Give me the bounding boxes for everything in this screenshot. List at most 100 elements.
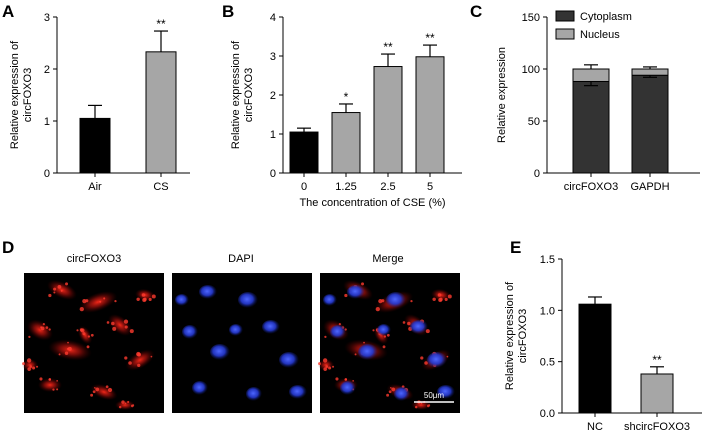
- nucleus-stain: [347, 285, 365, 299]
- red-speck: [86, 345, 90, 349]
- y-tick-label-a: 2: [44, 64, 50, 76]
- x-tick-label-e: shcircFOXO3: [624, 421, 690, 433]
- red-speck: [22, 362, 25, 366]
- red-speck: [28, 335, 31, 339]
- red-speck: [375, 306, 380, 312]
- red-speck: [124, 356, 128, 360]
- red-speck: [402, 321, 406, 324]
- red-speck: [64, 351, 69, 355]
- red-speck: [66, 347, 70, 351]
- bar-e-0: [578, 303, 612, 414]
- y-tick-label-c: 0: [534, 168, 540, 180]
- y-tick-label-e: 0.5: [540, 357, 555, 369]
- red-speck: [323, 367, 328, 371]
- red-speck: [142, 298, 147, 303]
- y-tick-label-b: 2: [270, 90, 276, 102]
- y-tick-label-e: 1.5: [540, 254, 555, 266]
- nucleus-stain: [175, 294, 189, 306]
- red-speck: [151, 294, 156, 299]
- nucleus-stain: [330, 325, 346, 339]
- y-tick-label-a: 3: [44, 12, 50, 24]
- bar-e-1: [640, 373, 674, 414]
- significance-label-e: **: [652, 353, 662, 367]
- red-speck: [67, 346, 72, 351]
- red-speck: [127, 400, 130, 404]
- nucleus-stain: [386, 292, 406, 308]
- red-speck: [447, 294, 452, 299]
- red-speck: [426, 404, 430, 408]
- red-speck: [381, 299, 385, 303]
- y-axis-label-b: Relative expression ofcircFOXO3: [230, 40, 255, 149]
- x-tick-label-a: Air: [88, 181, 102, 193]
- x-axis-label-b: The concentration of CSE (%): [299, 197, 445, 209]
- red-speck: [328, 366, 332, 370]
- y-tick-label-b: 4: [270, 12, 276, 24]
- red-speck: [407, 321, 411, 326]
- red-speck: [45, 326, 49, 329]
- nucleus-stain: [358, 344, 378, 360]
- panel-letter-b: B: [222, 2, 234, 21]
- red-speck: [60, 289, 63, 292]
- y-tick-label-c: 150: [522, 12, 540, 24]
- micrograph-dapi: [172, 273, 312, 413]
- micrograph-merge: 50μm: [318, 273, 460, 413]
- red-speck: [29, 365, 33, 368]
- y-tick-label-b: 1: [270, 129, 276, 141]
- red-speck: [90, 333, 94, 337]
- x-tick-label-c: circFOXO3: [564, 181, 618, 193]
- red-speck: [123, 319, 129, 324]
- nucleus-stain: [289, 385, 307, 399]
- legend-swatch-cytoplasm: [555, 10, 575, 22]
- red-speck: [27, 367, 32, 371]
- nucleus-stain: [192, 381, 208, 395]
- legend-swatch-nucleus: [555, 28, 575, 40]
- red-speck: [48, 328, 51, 331]
- x-tick-label-b: 1.25: [335, 181, 356, 193]
- red-speck: [352, 379, 354, 382]
- red-speck: [65, 282, 69, 286]
- panel-letter-e: E: [510, 238, 521, 257]
- nucleus-stain: [246, 387, 262, 401]
- micrograph-title-circfoxo3: circFOXO3: [67, 253, 121, 265]
- significance-label-b: **: [383, 40, 393, 54]
- red-speck: [446, 355, 449, 358]
- nucleus-stain: [262, 320, 280, 334]
- red-speck: [40, 326, 45, 331]
- red-speck: [87, 335, 91, 338]
- x-tick-label-b: 0: [301, 181, 307, 193]
- red-speck: [95, 387, 100, 392]
- nucleus-stain: [210, 344, 230, 360]
- red-speck: [150, 355, 153, 358]
- red-speck: [338, 322, 341, 326]
- x-tick-label-a: CS: [153, 181, 168, 193]
- bar-b-3: [415, 56, 445, 174]
- red-speck: [444, 297, 448, 302]
- red-speck: [410, 299, 413, 303]
- red-speck: [344, 293, 348, 298]
- red-speck: [53, 287, 57, 291]
- y-tick-label-e: 1.0: [540, 305, 555, 317]
- red-speck: [390, 386, 392, 389]
- red-speck: [82, 332, 86, 336]
- red-speck: [53, 291, 56, 294]
- red-speck: [90, 393, 94, 397]
- red-speck: [438, 298, 443, 303]
- red-speck: [106, 321, 110, 324]
- y-tick-label-e: 0.0: [540, 408, 555, 420]
- nucleus-stain: [410, 320, 428, 334]
- red-speck: [128, 361, 132, 365]
- y-axis-label-a: Relative expression ofcircFOXO3: [9, 40, 34, 149]
- red-speck: [103, 297, 106, 300]
- bar-cytoplasm-0: [572, 80, 610, 174]
- red-speck: [57, 285, 62, 289]
- red-speck: [114, 299, 117, 303]
- red-speck: [48, 378, 52, 381]
- red-speck: [39, 377, 43, 381]
- red-signal: [78, 291, 118, 313]
- red-speck: [67, 341, 69, 344]
- red-speck: [99, 300, 102, 303]
- legend-label-cytoplasm: Cytoplasm: [580, 11, 632, 23]
- y-axis-label-e: Relative expression ofcircFOXO3: [504, 281, 529, 390]
- chart-e: 0.0 0.5 1.0 1.5 Relative expression ofcircFO…: [504, 254, 702, 433]
